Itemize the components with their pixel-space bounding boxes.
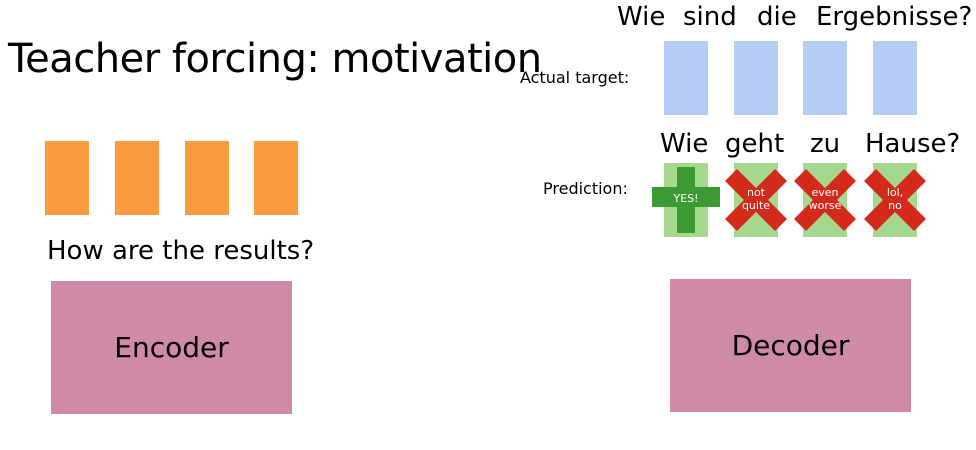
target-block bbox=[734, 41, 778, 115]
prediction-cell: lol, no bbox=[863, 163, 927, 237]
prediction-word: Hause? bbox=[865, 129, 961, 159]
prediction-label: Prediction: bbox=[543, 179, 628, 198]
target-block bbox=[664, 41, 708, 115]
decoder-label: Decoder bbox=[731, 329, 850, 362]
target-word: sind bbox=[683, 2, 737, 32]
cross-icon bbox=[793, 168, 857, 232]
encoder-output-block bbox=[185, 141, 229, 215]
target-word: die bbox=[757, 2, 797, 32]
actual-target-label: Actual target: bbox=[520, 68, 630, 87]
prediction-cell: even worse bbox=[793, 163, 857, 237]
prediction-verdict: YES! bbox=[673, 192, 699, 205]
encoder-input-text: How are the results? bbox=[47, 236, 315, 266]
cross-icon bbox=[724, 168, 788, 232]
target-block bbox=[873, 41, 917, 115]
prediction-verdict: lol, no bbox=[886, 186, 904, 212]
prediction-word: Wie bbox=[660, 129, 709, 159]
slide-title: Teacher forcing: motivation bbox=[8, 36, 542, 82]
encoder-box: Encoder bbox=[51, 281, 292, 414]
target-word: Ergebnisse? bbox=[816, 2, 973, 32]
prediction-cell: not quite bbox=[724, 163, 788, 237]
encoder-output-block bbox=[254, 141, 298, 215]
encoder-output-block bbox=[45, 141, 89, 215]
check-plus-icon bbox=[652, 167, 720, 233]
target-block bbox=[803, 41, 847, 115]
prediction-word: geht bbox=[725, 129, 785, 159]
prediction-verdict: not quite bbox=[741, 186, 771, 212]
prediction-word: zu bbox=[810, 129, 841, 159]
cross-icon bbox=[863, 168, 927, 232]
prediction-cell: YES! bbox=[652, 163, 720, 237]
encoder-output-block bbox=[115, 141, 159, 215]
prediction-verdict: even worse bbox=[808, 186, 842, 212]
encoder-label: Encoder bbox=[114, 331, 229, 364]
target-word: Wie bbox=[617, 2, 666, 32]
decoder-box: Decoder bbox=[670, 279, 911, 412]
